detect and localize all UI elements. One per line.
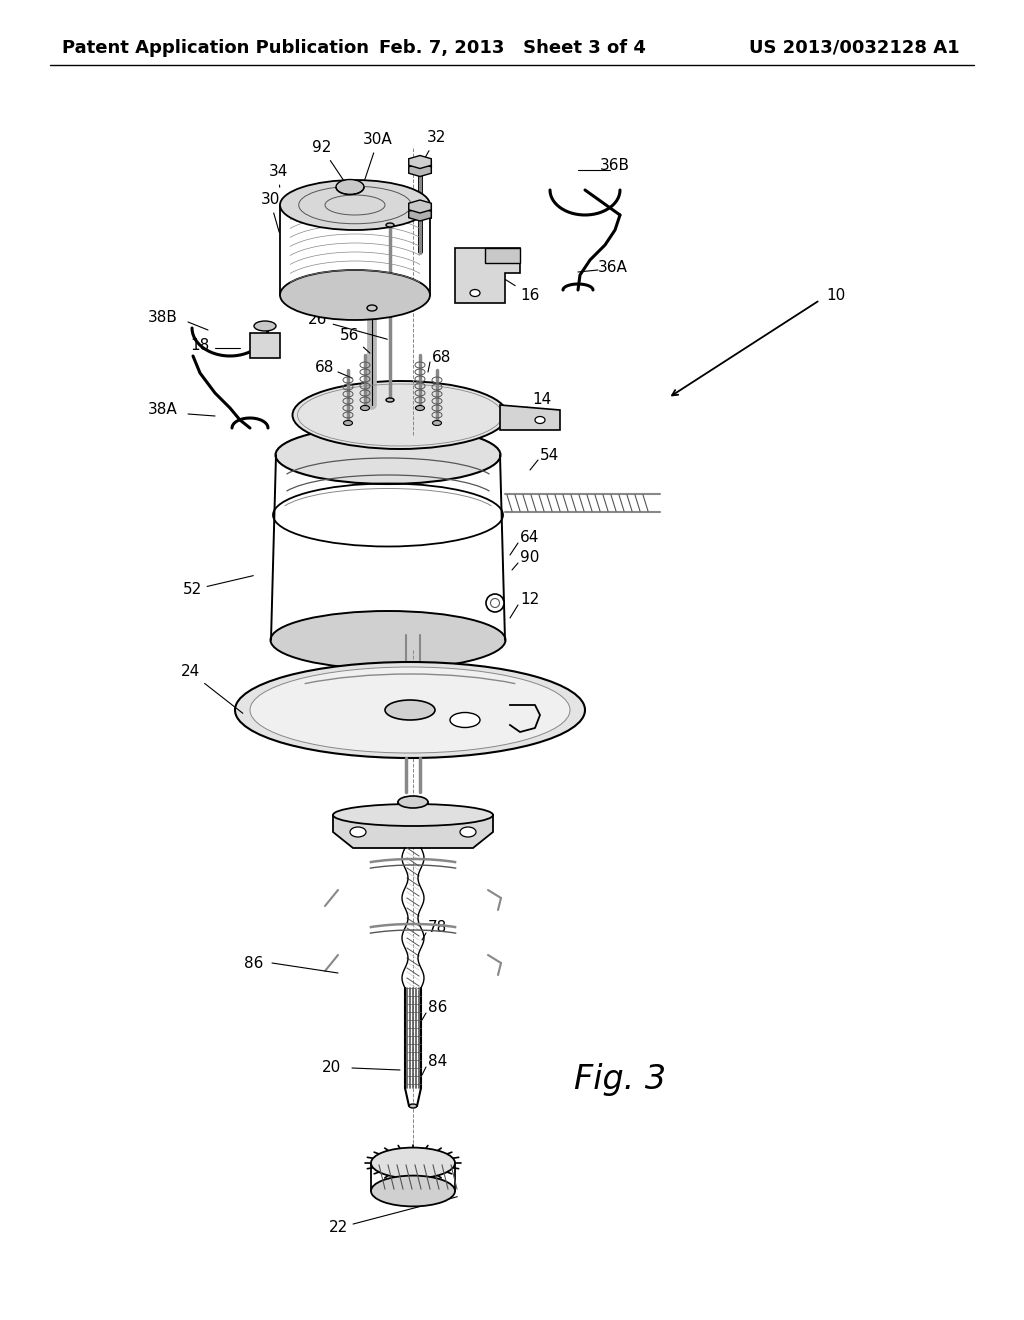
Ellipse shape <box>234 663 585 758</box>
Text: 84: 84 <box>428 1055 447 1069</box>
Text: Fig. 3: Fig. 3 <box>573 1064 666 1097</box>
Ellipse shape <box>398 796 428 808</box>
Polygon shape <box>409 156 431 169</box>
Text: 78: 78 <box>428 920 447 936</box>
Text: 38B: 38B <box>148 310 178 326</box>
Text: 34: 34 <box>268 165 288 187</box>
Text: 86: 86 <box>244 956 263 970</box>
Text: 30A: 30A <box>364 132 393 182</box>
Text: 22: 22 <box>329 1197 458 1236</box>
Ellipse shape <box>367 305 377 312</box>
Text: 20: 20 <box>322 1060 341 1076</box>
Text: 56: 56 <box>340 327 370 354</box>
Ellipse shape <box>432 421 441 425</box>
Polygon shape <box>455 248 520 304</box>
Ellipse shape <box>275 426 501 484</box>
Ellipse shape <box>333 804 493 826</box>
Text: Feb. 7, 2013   Sheet 3 of 4: Feb. 7, 2013 Sheet 3 of 4 <box>379 40 645 57</box>
Text: 68: 68 <box>432 351 452 366</box>
Ellipse shape <box>350 828 366 837</box>
Text: 86: 86 <box>428 1001 447 1015</box>
Text: 26: 26 <box>308 313 387 339</box>
Ellipse shape <box>450 713 480 727</box>
Text: 38A: 38A <box>148 403 178 417</box>
Text: 90: 90 <box>520 550 540 565</box>
Ellipse shape <box>293 381 508 449</box>
Text: 54: 54 <box>540 447 559 462</box>
Text: 16: 16 <box>498 275 540 302</box>
Ellipse shape <box>416 405 425 411</box>
Ellipse shape <box>280 180 430 230</box>
Polygon shape <box>409 201 431 213</box>
Ellipse shape <box>280 271 430 319</box>
Text: 36B: 36B <box>600 157 630 173</box>
Text: 14: 14 <box>503 392 552 418</box>
Text: 12: 12 <box>520 593 540 607</box>
Polygon shape <box>409 164 431 177</box>
Ellipse shape <box>386 223 394 227</box>
Text: 36A: 36A <box>598 260 628 276</box>
Ellipse shape <box>360 405 370 411</box>
Text: US 2013/0032128 A1: US 2013/0032128 A1 <box>750 40 961 57</box>
Ellipse shape <box>409 1104 417 1107</box>
Polygon shape <box>333 814 493 847</box>
Polygon shape <box>500 405 560 430</box>
Text: 92: 92 <box>312 140 346 185</box>
Ellipse shape <box>470 289 480 297</box>
Text: 52: 52 <box>182 576 253 598</box>
Ellipse shape <box>406 686 421 694</box>
Ellipse shape <box>254 321 276 331</box>
Text: 32: 32 <box>421 131 445 165</box>
Ellipse shape <box>270 611 506 669</box>
Text: 10: 10 <box>826 288 845 302</box>
Ellipse shape <box>460 828 476 837</box>
Ellipse shape <box>385 700 435 719</box>
Text: Patent Application Publication: Patent Application Publication <box>62 40 369 57</box>
Ellipse shape <box>250 667 570 752</box>
Ellipse shape <box>371 1147 455 1179</box>
Text: 24: 24 <box>180 664 243 713</box>
Text: 80: 80 <box>432 813 452 828</box>
Text: 68: 68 <box>315 360 335 375</box>
Ellipse shape <box>486 594 504 612</box>
Text: 30: 30 <box>260 193 280 232</box>
Ellipse shape <box>336 180 364 194</box>
Ellipse shape <box>371 1176 455 1206</box>
Polygon shape <box>409 209 431 220</box>
Text: 64: 64 <box>520 531 540 545</box>
Ellipse shape <box>343 421 352 425</box>
Polygon shape <box>250 333 280 358</box>
Text: 18: 18 <box>190 338 209 352</box>
Ellipse shape <box>535 417 545 424</box>
Polygon shape <box>485 248 520 263</box>
Text: 82: 82 <box>548 708 567 722</box>
Ellipse shape <box>386 399 394 403</box>
